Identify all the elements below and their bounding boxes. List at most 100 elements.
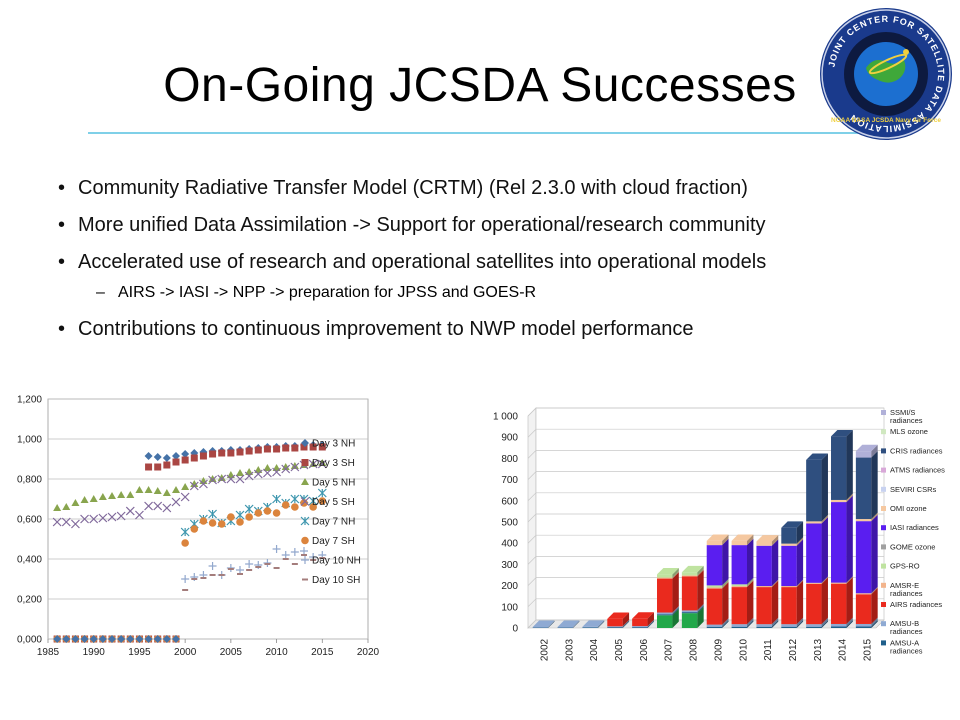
sub-bullet-dash: – bbox=[96, 284, 105, 301]
legend-swatch bbox=[881, 544, 886, 550]
y-tick-label: 100 bbox=[501, 602, 518, 613]
bar-top bbox=[831, 429, 853, 437]
bar-segment-side bbox=[722, 620, 729, 628]
bar-segment-side bbox=[871, 586, 878, 595]
bar-segment bbox=[855, 519, 872, 522]
x-tick-label: 2015 bbox=[311, 647, 334, 658]
data-point bbox=[273, 445, 281, 453]
bar-segment bbox=[582, 626, 598, 628]
bar-segment-side bbox=[771, 579, 779, 588]
bar-segment bbox=[657, 574, 673, 578]
bar-segment-side bbox=[697, 570, 704, 611]
y-tick-label: 0,200 bbox=[17, 595, 42, 606]
bar-segment bbox=[756, 626, 772, 628]
legend-swatch bbox=[881, 563, 886, 569]
data-point bbox=[227, 449, 235, 457]
data-point bbox=[245, 513, 253, 521]
bar-segment-side bbox=[672, 607, 679, 616]
y-gridline bbox=[527, 492, 884, 502]
bar-2013 bbox=[806, 453, 828, 628]
bar-segment-side bbox=[572, 621, 580, 628]
bar-2012 bbox=[781, 521, 804, 628]
data-point bbox=[80, 514, 89, 524]
data-point bbox=[300, 443, 308, 451]
bar-segment-side bbox=[572, 620, 580, 628]
bar-segment-side bbox=[771, 580, 779, 625]
bar-segment bbox=[831, 502, 847, 583]
bar-segment bbox=[781, 527, 797, 544]
data-point bbox=[290, 494, 300, 504]
data-point bbox=[61, 517, 71, 527]
data-point bbox=[209, 450, 217, 458]
legend-swatch bbox=[881, 506, 886, 511]
data-point bbox=[162, 503, 172, 513]
data-point bbox=[180, 492, 190, 502]
y-tick-label: 0,400 bbox=[17, 555, 42, 566]
bar-segment bbox=[681, 610, 698, 613]
bar-segment-side bbox=[746, 620, 754, 628]
legend-label: Day 5 SH bbox=[312, 497, 355, 508]
legend-label: Day 3 NH bbox=[312, 439, 355, 450]
bar-segment bbox=[557, 626, 573, 628]
data-point bbox=[318, 497, 327, 505]
data-point bbox=[237, 573, 243, 575]
data-point bbox=[218, 449, 226, 457]
y-tick-label: 600 bbox=[501, 496, 518, 507]
data-point bbox=[208, 562, 217, 570]
data-point bbox=[71, 519, 80, 529]
jcsda-logo: JOINT CENTER FOR SATELLITE DATA ASSIMILA… bbox=[820, 8, 952, 140]
x-tick-label: 2005 bbox=[220, 647, 243, 658]
data-point bbox=[291, 563, 298, 565]
bar-segment bbox=[681, 572, 698, 576]
data-point bbox=[208, 519, 217, 527]
bar-segment bbox=[706, 626, 723, 628]
x-tick-label: 2014 bbox=[838, 638, 849, 661]
data-point bbox=[199, 479, 208, 489]
bar-segment bbox=[731, 624, 747, 627]
data-point bbox=[89, 495, 98, 502]
bar-segment bbox=[855, 626, 872, 628]
x-tick-label: 2008 bbox=[689, 638, 700, 661]
bar-segment-side bbox=[746, 617, 754, 627]
bar-segment bbox=[706, 588, 723, 625]
bar-segment-side bbox=[647, 619, 654, 628]
bar-segment bbox=[781, 626, 797, 628]
data-point bbox=[71, 499, 80, 506]
y-gridline bbox=[527, 513, 884, 523]
data-point bbox=[191, 578, 198, 580]
data-point bbox=[281, 463, 290, 470]
bar-segment bbox=[681, 613, 698, 628]
legend-label: AMSU-B bbox=[890, 619, 919, 628]
bar-segment-side bbox=[647, 612, 654, 627]
bar-top bbox=[781, 521, 804, 528]
data-point bbox=[263, 445, 271, 453]
y-gridline bbox=[527, 450, 884, 459]
bar-segment-side bbox=[796, 537, 804, 546]
bar-top bbox=[806, 453, 828, 460]
bar-segment bbox=[756, 545, 772, 587]
bar-segment bbox=[706, 585, 723, 588]
bar-segment bbox=[706, 587, 723, 589]
bar-segment-side bbox=[846, 429, 853, 500]
bar-top bbox=[706, 534, 729, 541]
legend-label: IASI radiances bbox=[890, 523, 939, 532]
bar-segment bbox=[657, 578, 673, 613]
data-point bbox=[281, 551, 290, 559]
bar-segment-side bbox=[821, 576, 828, 584]
legend-label: MLS ozone bbox=[890, 427, 928, 436]
bar-segment-side bbox=[871, 620, 878, 628]
bar-segment-side bbox=[597, 620, 605, 628]
data-point bbox=[144, 635, 153, 643]
data-point bbox=[217, 474, 227, 484]
data-point bbox=[236, 566, 244, 574]
data-point bbox=[89, 514, 99, 524]
bar-segment bbox=[632, 618, 648, 627]
x-tick-label: 1985 bbox=[37, 647, 60, 658]
bar-segment bbox=[806, 521, 822, 524]
bar-segment bbox=[806, 583, 822, 625]
bar-2008 bbox=[681, 565, 704, 628]
bar-segment bbox=[731, 540, 747, 546]
bar-segment-side bbox=[796, 617, 804, 627]
bar-segment bbox=[781, 624, 797, 627]
y-tick-label: 0,000 bbox=[17, 635, 42, 646]
